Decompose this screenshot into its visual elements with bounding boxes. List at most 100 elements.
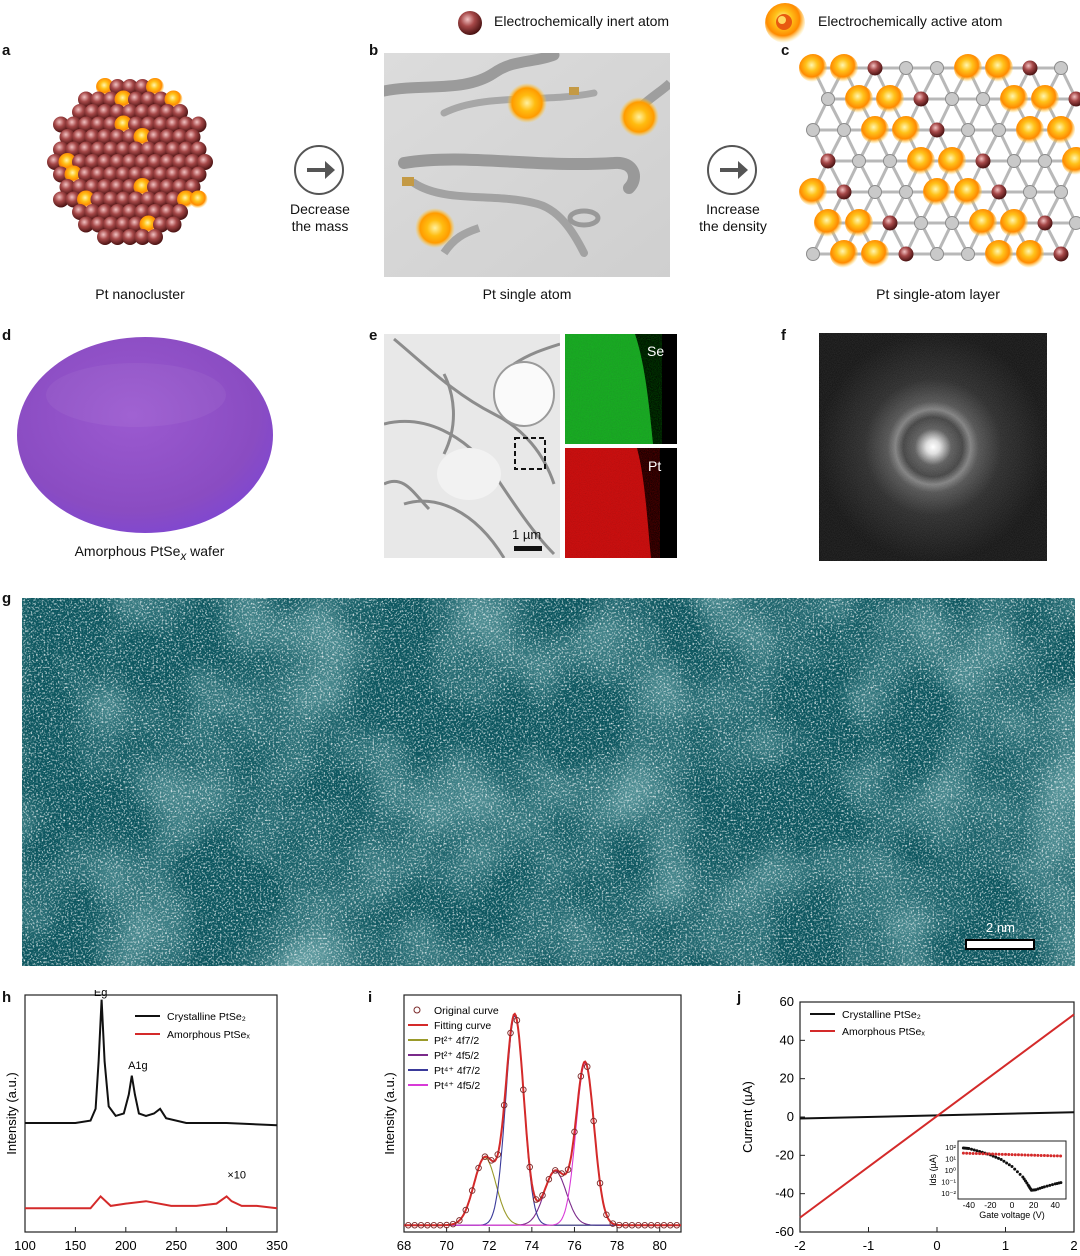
inset-crystalline-point: [970, 1147, 973, 1151]
inert-atom: [53, 116, 69, 133]
xps-chart: 68 70 72 74 76 78 80 Binding energy (eV) Intensi…: [382, 994, 682, 1256]
inert-atom: [59, 129, 76, 145]
active-pt-atom: [814, 209, 842, 237]
inset-amorphous-point: [1039, 1153, 1043, 1157]
panel-i-label: i: [368, 989, 373, 1006]
inset-amorphous-point: [981, 1152, 985, 1156]
series-line-amorphous: [25, 1194, 278, 1210]
se-atom: [992, 123, 1006, 137]
inert-atom: [153, 166, 169, 183]
active-pt-atom: [830, 54, 858, 82]
inert-atom: [103, 141, 119, 158]
inert-atom: [72, 204, 88, 220]
inert-atom: [103, 191, 119, 208]
inset-crystalline-point: [1002, 1159, 1006, 1163]
active-atom: [164, 90, 183, 109]
panel-j-label: j: [737, 989, 742, 1006]
y-axis-label: Current (µA): [740, 1081, 755, 1153]
inset-amorphous-point: [965, 1151, 969, 1155]
active-atom: [177, 190, 195, 209]
inert-atom: [90, 141, 107, 158]
active-pt-atom: [985, 240, 1013, 268]
inset-y-tick-label: 10¹: [945, 1154, 956, 1163]
wafer-caption-text: Amorphous PtSe: [74, 543, 181, 559]
inert-se-atom: [898, 246, 914, 262]
active-pt-atom: [954, 178, 982, 206]
the-mass-text: the mass: [291, 218, 349, 234]
inert-atom: [103, 116, 119, 133]
panel-a-label: a: [2, 42, 11, 59]
se-atom: [976, 92, 990, 106]
inert-atom: [84, 154, 101, 170]
active-pt-atom: [799, 54, 827, 82]
inset-amorphous-point: [1000, 1152, 1004, 1156]
active-atom-icon: [765, 3, 805, 43]
inert-atom: [128, 216, 144, 233]
x-tick-label: 150: [65, 1238, 87, 1253]
inset-amorphous-point: [1004, 1152, 1008, 1156]
se-atom: [930, 61, 944, 75]
active-pt-atom: [969, 209, 997, 237]
inert-atom: [184, 154, 201, 170]
inset-amorphous-point: [987, 1152, 991, 1156]
active-pt-atom: [907, 147, 935, 175]
original-point: [635, 1221, 642, 1229]
inert-atom: [84, 104, 101, 120]
fft-pattern: [819, 333, 1047, 561]
panel-f-label: f: [781, 327, 786, 344]
panel-b-caption: Pt single atom: [482, 286, 572, 302]
inset-amorphous-point: [1033, 1153, 1037, 1157]
legend-label: Pt⁴⁺ 4f7/2: [434, 1065, 480, 1077]
inert-atom: [190, 166, 207, 183]
xps-plot-area: [403, 994, 682, 1233]
inert-se-atom: [882, 215, 898, 231]
x-tick-label: -2: [794, 1238, 806, 1253]
inset-crystalline-point: [1015, 1170, 1019, 1174]
original-point: [449, 1220, 457, 1228]
active-atom: [77, 190, 95, 209]
decrease-text: Decrease: [290, 201, 350, 217]
inset-y-tick-label: 10²: [945, 1143, 956, 1152]
inert-atom: [109, 129, 126, 145]
inset-crystalline-point: [1042, 1185, 1046, 1189]
wafer-caption-subscript: x: [180, 549, 187, 563]
inset-crystalline-point: [967, 1147, 971, 1151]
se-atom: [899, 61, 913, 75]
single-atom-2: [619, 97, 659, 137]
original-point: [590, 1117, 597, 1125]
pt-single-atom-illustration: [384, 53, 670, 277]
inert-atom: [128, 141, 144, 158]
pt-nanocluster-illustration: [47, 78, 213, 245]
inert-atom: [165, 191, 182, 208]
se-atom: [961, 123, 975, 137]
inert-atom: [109, 179, 126, 195]
original-point: [417, 1221, 425, 1229]
original-point: [660, 1221, 668, 1229]
panel-e-label: e: [369, 327, 378, 344]
inert-atom: [78, 216, 94, 233]
inset-amorphous-point: [984, 1152, 988, 1156]
inert-atom: [72, 129, 88, 145]
active-pt-atom: [1000, 209, 1028, 237]
inset-crystalline-point: [1007, 1163, 1011, 1167]
x-tick-label: 74: [525, 1238, 539, 1253]
x-tick-label: 2: [1070, 1238, 1077, 1253]
inset-crystalline-point: [999, 1158, 1003, 1162]
series-line-amorphous: [799, 1013, 1075, 1219]
inset-crystalline-point: [994, 1155, 998, 1159]
inset-amorphous-point: [961, 1151, 965, 1155]
component-peak: [404, 1157, 681, 1226]
inset-crystalline-point: [1048, 1183, 1052, 1187]
original-point: [583, 1063, 591, 1070]
inert-atom: [109, 154, 126, 170]
inert-atom: [78, 116, 94, 133]
scale-label-e: 1 µm: [512, 527, 542, 542]
panel-g-label: g: [2, 590, 12, 607]
inert-atom: [90, 116, 107, 133]
inert-atom: [90, 166, 107, 183]
the-density-text: the density: [699, 218, 767, 234]
inert-atom: [153, 191, 169, 208]
inert-atom: [159, 154, 176, 170]
active-atom: [114, 115, 133, 134]
active-pt-atom: [892, 116, 920, 144]
